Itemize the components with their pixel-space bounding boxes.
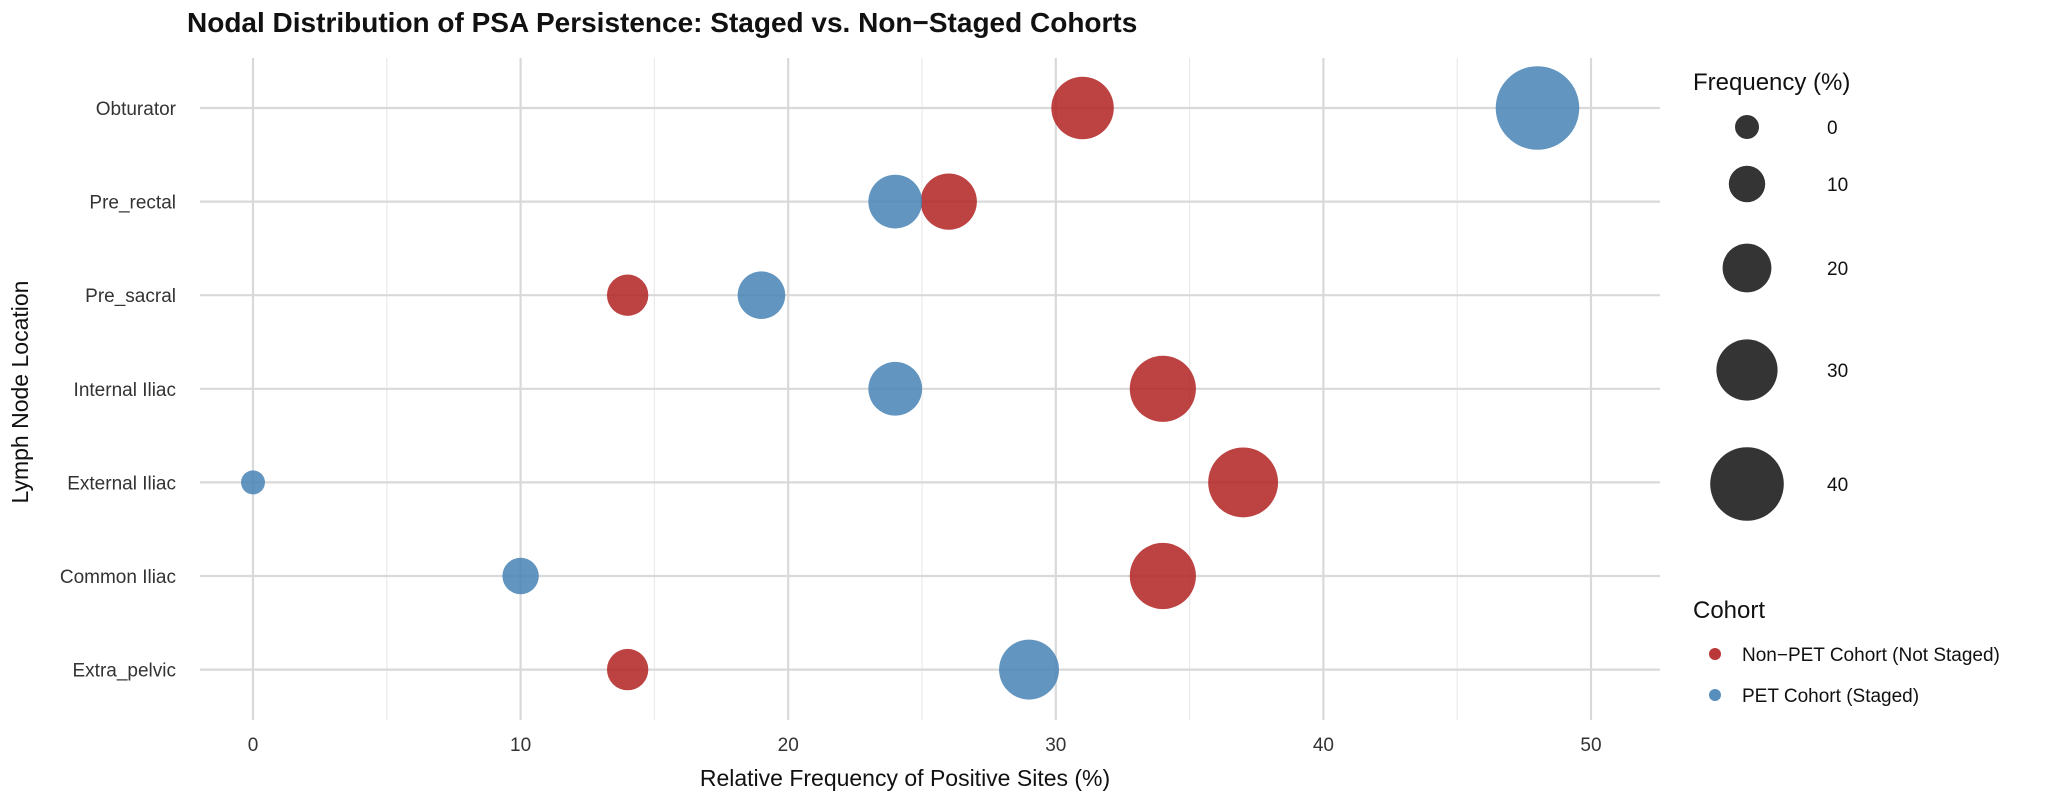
- bubble-pet-common-iliac: [502, 557, 539, 595]
- size-legend-label: 30: [1827, 361, 1848, 382]
- bubble-pet-pre-rectal: [868, 174, 923, 229]
- y-tick-label-obturator: Obturator: [96, 99, 177, 120]
- bubble-pet-external-iliac: [241, 470, 265, 495]
- cohort-legend-title: Cohort: [1693, 597, 1765, 624]
- size-legend-key: [1735, 115, 1759, 139]
- bubble-pet-pre-sacral: [737, 271, 786, 319]
- size-legend-label: 10: [1827, 175, 1848, 196]
- grid: [200, 58, 1660, 720]
- size-legend-label: 40: [1827, 475, 1848, 496]
- y-tick-label-extra-pelvic: Extra_pelvic: [73, 661, 177, 682]
- cohort-legend: Cohort Non−PET Cohort (Not Staged) PET Co…: [1693, 597, 2000, 707]
- size-legend-key: [1722, 243, 1772, 293]
- y-tick-label-pre-sacral: Pre_sacral: [85, 286, 176, 307]
- x-tick-label-30: 30: [1045, 735, 1066, 756]
- x-tick-label-10: 10: [510, 735, 531, 756]
- bubble-non-pet-pre-rectal: [920, 173, 977, 230]
- x-tick-label-40: 40: [1313, 735, 1334, 756]
- x-tick-label-0: 0: [248, 735, 259, 756]
- bubble-non-pet-extra-pelvic: [606, 648, 649, 691]
- size-legend-key: [1728, 165, 1766, 203]
- x-tick-label-50: 50: [1580, 735, 1601, 756]
- bubble-layer: [241, 66, 1580, 700]
- bubble-non-pet-pre-sacral: [606, 274, 649, 316]
- cohort-legend-label-non-pet: Non−PET Cohort (Not Staged): [1742, 645, 2000, 666]
- bubble-non-pet-internal-iliac: [1129, 355, 1196, 422]
- size-legend: Frequency (%) 0 10 20 30 40: [1693, 69, 1850, 521]
- bubble-pet-obturator: [1495, 66, 1580, 150]
- cohort-legend-label-pet: PET Cohort (Staged): [1742, 686, 1919, 707]
- y-axis-title: Lymph Node Location: [7, 281, 33, 504]
- y-tick-label-common-iliac: Common Iliac: [60, 567, 176, 588]
- y-tick-label-external-iliac: External Iliac: [67, 473, 176, 494]
- size-legend-label: 20: [1827, 259, 1848, 280]
- size-legend-title: Frequency (%): [1693, 69, 1850, 96]
- size-legend-key: [1710, 447, 1784, 521]
- cohort-legend-key-pet: [1709, 689, 1721, 701]
- y-tick-label-internal-iliac: Internal Iliac: [74, 380, 176, 401]
- bubble-non-pet-external-iliac: [1208, 447, 1279, 518]
- bubble-pet-internal-iliac: [868, 361, 923, 416]
- x-tick-label-20: 20: [778, 735, 799, 756]
- bubble-non-pet-common-iliac: [1129, 542, 1196, 610]
- y-axis-ticks: Obturator Pre_rectal Pre_sacral Internal Il…: [60, 99, 177, 682]
- size-legend-label: 0: [1827, 118, 1838, 139]
- chart-title: Nodal Distribution of PSA Persistence: S…: [187, 7, 1137, 38]
- y-tick-label-pre-rectal: Pre_rectal: [89, 193, 176, 214]
- bubble-pet-extra-pelvic: [999, 639, 1060, 700]
- x-axis-title: Relative Frequency of Positive Sites (%): [700, 765, 1110, 791]
- x-axis-ticks: 0 10 20 30 40 50: [248, 735, 1602, 756]
- bubble-non-pet-obturator: [1051, 76, 1114, 140]
- size-legend-key: [1716, 339, 1778, 401]
- cohort-legend-key-non-pet: [1709, 648, 1721, 660]
